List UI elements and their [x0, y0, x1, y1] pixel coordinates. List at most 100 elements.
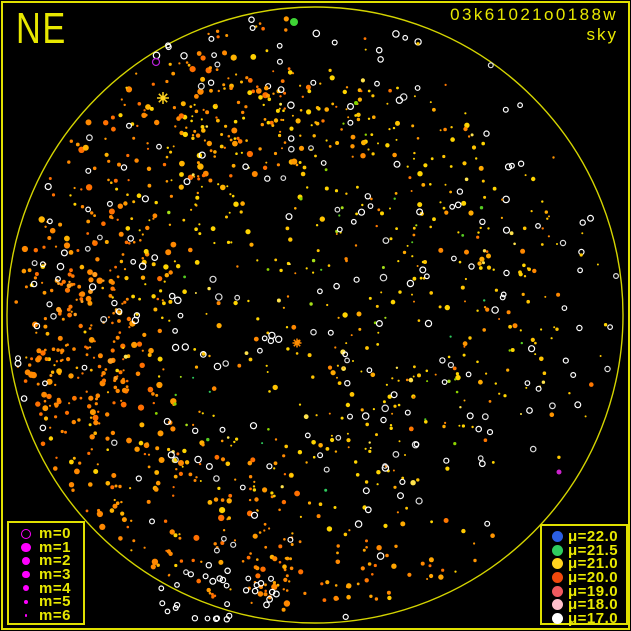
star — [153, 307, 158, 312]
star — [429, 291, 434, 295]
mu-legend-row: μ=22.0 — [546, 529, 624, 544]
star — [204, 615, 211, 622]
star — [405, 378, 409, 382]
star — [327, 329, 334, 336]
star — [255, 573, 261, 579]
star — [87, 269, 93, 275]
star — [169, 194, 173, 198]
star — [482, 249, 487, 253]
star — [90, 324, 93, 327]
star — [56, 397, 61, 402]
star — [154, 119, 160, 126]
star — [95, 397, 98, 401]
star — [388, 88, 392, 93]
star — [172, 494, 175, 497]
star — [306, 109, 312, 115]
star — [277, 86, 285, 93]
star — [151, 558, 159, 565]
star — [236, 100, 241, 105]
star — [230, 541, 237, 548]
star — [256, 259, 259, 262]
star — [454, 378, 457, 381]
star — [151, 294, 156, 299]
star — [281, 499, 287, 505]
star — [460, 285, 465, 290]
star — [78, 461, 82, 465]
star — [118, 370, 123, 375]
star — [123, 300, 127, 304]
star — [237, 363, 242, 368]
star — [128, 242, 131, 245]
star — [208, 35, 215, 42]
star — [504, 163, 513, 171]
star — [200, 118, 203, 121]
star — [131, 294, 136, 299]
star — [135, 475, 142, 482]
star — [119, 259, 124, 264]
star — [206, 140, 212, 147]
star — [561, 305, 568, 312]
star — [225, 215, 228, 219]
star — [96, 510, 103, 518]
star — [212, 414, 215, 417]
magnitude-legend-label: m=4 — [39, 579, 71, 597]
star — [229, 588, 232, 591]
star — [527, 345, 536, 353]
star — [187, 571, 194, 578]
star — [72, 395, 77, 401]
star — [229, 138, 233, 142]
star — [117, 319, 121, 323]
star — [443, 127, 447, 132]
star — [144, 113, 148, 117]
star — [324, 168, 328, 172]
star — [473, 558, 477, 563]
marker-cell — [13, 599, 39, 605]
star — [266, 371, 269, 373]
star — [485, 250, 489, 253]
star — [386, 102, 389, 105]
star — [354, 244, 358, 247]
star — [312, 271, 315, 274]
star — [77, 376, 80, 379]
star — [506, 368, 510, 372]
star — [191, 115, 194, 118]
star — [148, 219, 151, 222]
star — [374, 597, 379, 601]
star — [527, 267, 531, 272]
star — [165, 249, 172, 256]
star — [115, 187, 119, 191]
star — [487, 62, 494, 69]
star — [356, 311, 362, 317]
star — [568, 392, 571, 395]
star — [146, 142, 149, 145]
mu-color-marker — [551, 612, 563, 624]
star — [402, 250, 407, 255]
star — [412, 276, 417, 281]
star — [291, 532, 294, 535]
star — [367, 203, 374, 210]
star — [104, 152, 109, 157]
star — [284, 557, 288, 560]
star — [115, 388, 120, 394]
star — [290, 18, 298, 26]
star — [346, 438, 351, 443]
star — [197, 177, 201, 181]
star — [299, 197, 303, 201]
star — [194, 109, 199, 114]
star — [115, 501, 120, 506]
star — [79, 297, 84, 301]
star — [371, 573, 374, 576]
star — [376, 545, 382, 551]
star — [64, 235, 70, 242]
star — [125, 226, 131, 231]
star — [603, 323, 608, 327]
star — [476, 309, 479, 312]
star — [393, 485, 397, 489]
star — [273, 467, 276, 470]
star — [412, 226, 416, 230]
star — [406, 279, 415, 288]
star — [316, 249, 320, 253]
star — [94, 402, 98, 406]
star — [357, 208, 366, 216]
